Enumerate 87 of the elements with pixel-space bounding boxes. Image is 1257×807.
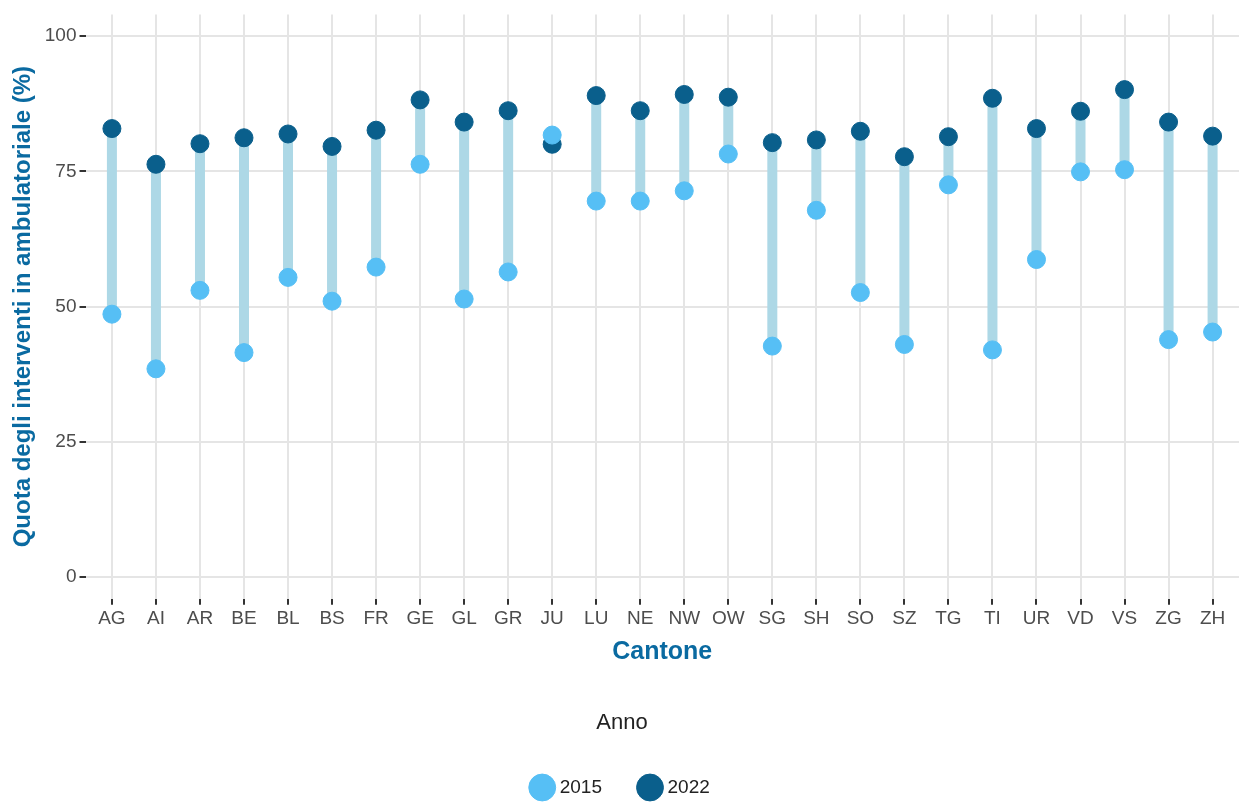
x-tick-label: FR (363, 607, 389, 629)
x-tick-label: LU (584, 607, 609, 629)
point (806, 200, 826, 220)
point (366, 257, 386, 277)
point (1115, 80, 1135, 100)
x-tick-label: UR (1022, 607, 1051, 629)
x-tick-label: GE (406, 607, 434, 629)
y-tick-label: 0 (65, 565, 77, 587)
x-tick-label: SZ (892, 607, 917, 629)
legend-title: Anno (596, 708, 648, 734)
y-tick-label: 75 (55, 159, 77, 181)
point (542, 125, 562, 145)
point (454, 289, 474, 309)
point (146, 359, 166, 379)
point (102, 119, 122, 139)
point (762, 133, 782, 153)
x-tick-label: TG (935, 607, 962, 629)
x-tick-label: JU (540, 607, 564, 629)
x-tick-label: VS (1111, 607, 1138, 629)
x-tick-label: BL (276, 607, 300, 629)
point (1071, 162, 1090, 182)
x-tick-label: AI (146, 607, 165, 629)
point (410, 90, 430, 110)
point (278, 124, 298, 144)
x-tick-label: OW (711, 607, 745, 629)
point (454, 112, 474, 132)
x-tick-label: BS (319, 607, 345, 629)
point (366, 120, 386, 140)
point (894, 334, 914, 354)
x-tick-label: AR (186, 607, 214, 629)
x-tick-label: SO (846, 607, 875, 629)
point (938, 175, 958, 195)
point (102, 304, 122, 324)
x-tick-label: SG (758, 607, 787, 629)
y-tick-label: 50 (55, 294, 77, 316)
x-tick-label: ZG (1155, 607, 1182, 629)
point (498, 262, 518, 282)
point (146, 154, 166, 174)
y-tick-label: 100 (44, 24, 77, 46)
point (806, 130, 826, 150)
y-tick-label: 25 (55, 430, 77, 452)
point (718, 87, 738, 107)
point (674, 84, 694, 104)
point (190, 134, 210, 154)
point (718, 144, 738, 164)
legend-label: 2015 (559, 775, 603, 797)
point (190, 280, 210, 300)
point (674, 181, 694, 201)
point (1026, 119, 1046, 139)
point (982, 340, 1002, 360)
point (762, 336, 782, 356)
point (586, 86, 606, 106)
point (322, 136, 342, 156)
point (586, 191, 606, 211)
y-axis-title: Quota degli interventi in ambulatoriale (%) (8, 65, 36, 548)
point (1203, 126, 1223, 146)
point (1203, 322, 1223, 342)
x-tick-label: VD (1067, 607, 1094, 629)
point (938, 127, 958, 147)
point (850, 121, 870, 141)
point (982, 88, 1002, 108)
x-tick-label: GR (493, 607, 523, 629)
point (234, 343, 254, 363)
x-tick-label: BE (231, 607, 257, 629)
x-tick-label: NW (668, 607, 701, 629)
x-tick-label: SH (803, 607, 830, 629)
point (630, 191, 650, 211)
point (234, 128, 254, 148)
point (278, 267, 298, 287)
point (410, 154, 430, 174)
legend-label: 2022 (667, 775, 710, 797)
point (322, 291, 342, 311)
x-tick-label: GL (451, 607, 477, 629)
x-tick-label: NE (627, 607, 654, 629)
x-tick-label: AG (98, 607, 126, 629)
x-tick-label: ZH (1199, 607, 1226, 629)
point (1159, 112, 1179, 132)
point (1071, 101, 1090, 121)
point (498, 101, 518, 121)
x-tick-label: TI (984, 607, 1001, 629)
point (894, 147, 914, 167)
point (630, 101, 650, 121)
point (1026, 250, 1046, 270)
point (1159, 330, 1179, 350)
point (1115, 160, 1135, 180)
x-axis-title: Cantone (612, 636, 713, 665)
point (850, 283, 870, 303)
